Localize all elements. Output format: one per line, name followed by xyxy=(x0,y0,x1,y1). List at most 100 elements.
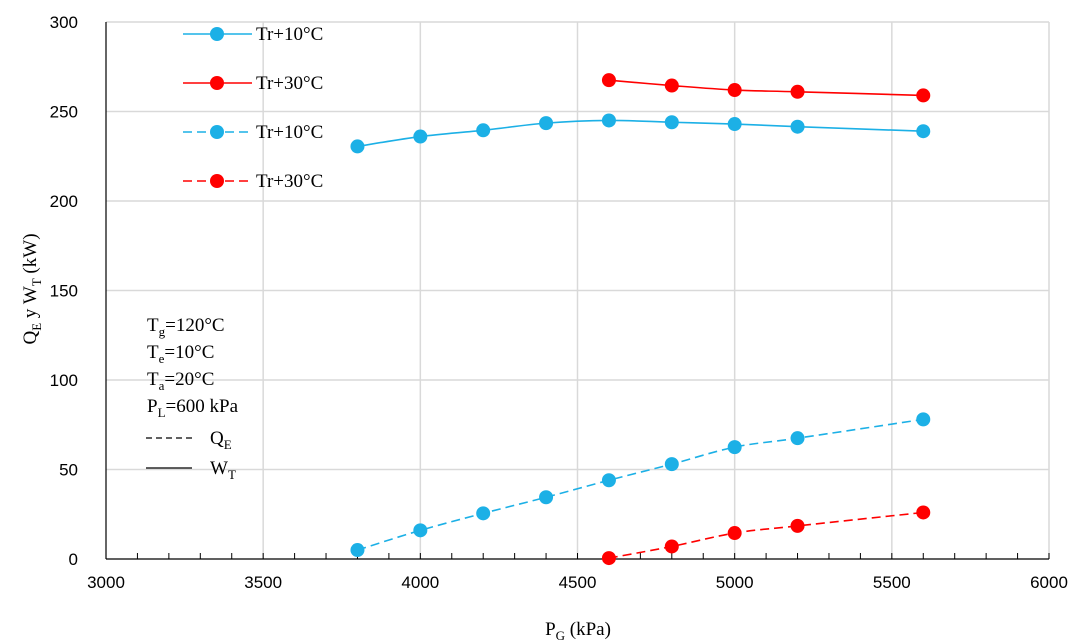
y-tick-label: 50 xyxy=(59,461,78,480)
legend-item: Tr+30°C xyxy=(183,171,323,192)
x-tick-label: 4500 xyxy=(559,573,597,592)
y-tick-label: 250 xyxy=(50,103,78,122)
legend-swatch-marker xyxy=(210,27,224,41)
axes xyxy=(105,22,1050,560)
line-style-subscript: E xyxy=(224,437,232,452)
data-point xyxy=(601,73,616,88)
y-axis-label-mid: y W xyxy=(20,286,41,323)
condition-symbol: T xyxy=(147,342,159,363)
data-point xyxy=(790,119,805,134)
data-point xyxy=(727,117,742,132)
data-point xyxy=(539,116,554,131)
data-point xyxy=(350,139,365,154)
data-point xyxy=(664,115,679,130)
series-line xyxy=(357,418,924,551)
x-axis-label-rest: (kPa) xyxy=(565,619,611,640)
series-line xyxy=(357,119,924,148)
y-axis-label-rest: (kW) xyxy=(20,233,41,278)
y-tick-label: 0 xyxy=(69,550,78,569)
x-tick-label: 5500 xyxy=(873,573,911,592)
x-tick-label: 4000 xyxy=(401,573,439,592)
line-style-key-item: WT xyxy=(146,458,236,482)
y-tick-label: 100 xyxy=(50,371,78,390)
series-1 xyxy=(601,73,931,103)
data-point xyxy=(539,490,554,505)
legend-swatch-marker xyxy=(210,125,224,139)
data-point xyxy=(476,506,491,521)
legend-swatch-marker xyxy=(210,174,224,188)
grid xyxy=(106,21,1050,559)
legend-label: Tr+10°C xyxy=(256,122,323,143)
x-tick-label: 3000 xyxy=(87,573,125,592)
y-axis-label-q-sub: E xyxy=(29,323,44,331)
condition-symbol: P xyxy=(147,396,158,417)
y-axis-label-w-sub: T xyxy=(29,278,44,286)
condition-label: Te=10°C xyxy=(147,342,214,366)
y-axis-label: QE y WT (kW) xyxy=(20,233,44,344)
legend-item: Tr+30°C xyxy=(183,73,323,94)
series-0 xyxy=(350,113,931,154)
data-point xyxy=(350,543,365,558)
data-point xyxy=(790,431,805,446)
condition-value: =20°C xyxy=(164,369,214,390)
legend-swatch-marker xyxy=(210,76,224,90)
condition-subscript: g xyxy=(159,324,166,339)
x-tick-label: 5000 xyxy=(716,573,754,592)
condition-value: =600 kPa xyxy=(166,396,239,417)
line-style-symbol: W xyxy=(210,458,228,479)
legend-item: Tr+10°C xyxy=(183,122,323,143)
data-point xyxy=(476,123,491,138)
line-style-subscript: T xyxy=(228,467,236,482)
data-point xyxy=(727,526,742,541)
condition-value: =10°C xyxy=(164,342,214,363)
condition-symbol: T xyxy=(147,369,159,390)
series-line xyxy=(608,79,924,97)
condition-label: Ta=20°C xyxy=(147,369,214,393)
condition-label: Tg=120°C xyxy=(147,315,225,339)
legend-label: Tr+30°C xyxy=(256,73,323,94)
data-point xyxy=(601,551,616,566)
plot-series xyxy=(350,73,931,566)
legend: Tr+10°C Tr+30°C Tr+10°C Tr+30°C xyxy=(183,24,323,192)
x-axis-label-main: P xyxy=(545,619,556,640)
series-line xyxy=(608,511,924,559)
condition-value: =120°C xyxy=(165,315,225,336)
data-point xyxy=(413,523,428,538)
y-tick-labels: 0 50 100 150 200 250 300 xyxy=(50,13,78,569)
data-point xyxy=(727,83,742,98)
x-axis-label: PG (kPa) xyxy=(545,619,611,641)
condition-subscript: a xyxy=(159,378,165,393)
y-tick-label: 300 xyxy=(50,13,78,32)
line-style-symbol: Q xyxy=(210,428,224,449)
legend-label: Tr+10°C xyxy=(256,24,323,45)
condition-subscript: L xyxy=(158,405,166,420)
line-style-label: QE xyxy=(210,428,232,452)
data-point xyxy=(790,518,805,533)
data-point xyxy=(916,505,931,520)
data-point xyxy=(413,129,428,144)
data-point xyxy=(601,113,616,128)
series-3 xyxy=(601,505,931,566)
x-tick-label: 6000 xyxy=(1030,573,1068,592)
x-tick-labels: 3000 3500 4000 4500 5000 5500 6000 xyxy=(87,573,1068,592)
y-tick-label: 150 xyxy=(50,282,78,301)
condition-subscript: e xyxy=(159,351,165,366)
line-style-key-item: QE xyxy=(146,428,232,452)
x-tick-label: 3500 xyxy=(244,573,282,592)
condition-symbol: T xyxy=(147,315,159,336)
legend-label: Tr+30°C xyxy=(256,171,323,192)
x-axis-label-sub: G xyxy=(556,628,565,641)
data-point xyxy=(664,457,679,472)
y-axis-label-q: Q xyxy=(20,331,41,345)
condition-label: PL=600 kPa xyxy=(147,396,239,420)
line-style-label: WT xyxy=(210,458,236,482)
data-point xyxy=(601,473,616,488)
data-point xyxy=(727,440,742,455)
y-tick-label: 200 xyxy=(50,192,78,211)
data-point xyxy=(790,84,805,99)
series-2 xyxy=(350,412,931,558)
data-point xyxy=(664,539,679,554)
legend-item: Tr+10°C xyxy=(183,24,323,45)
data-point xyxy=(916,124,931,139)
